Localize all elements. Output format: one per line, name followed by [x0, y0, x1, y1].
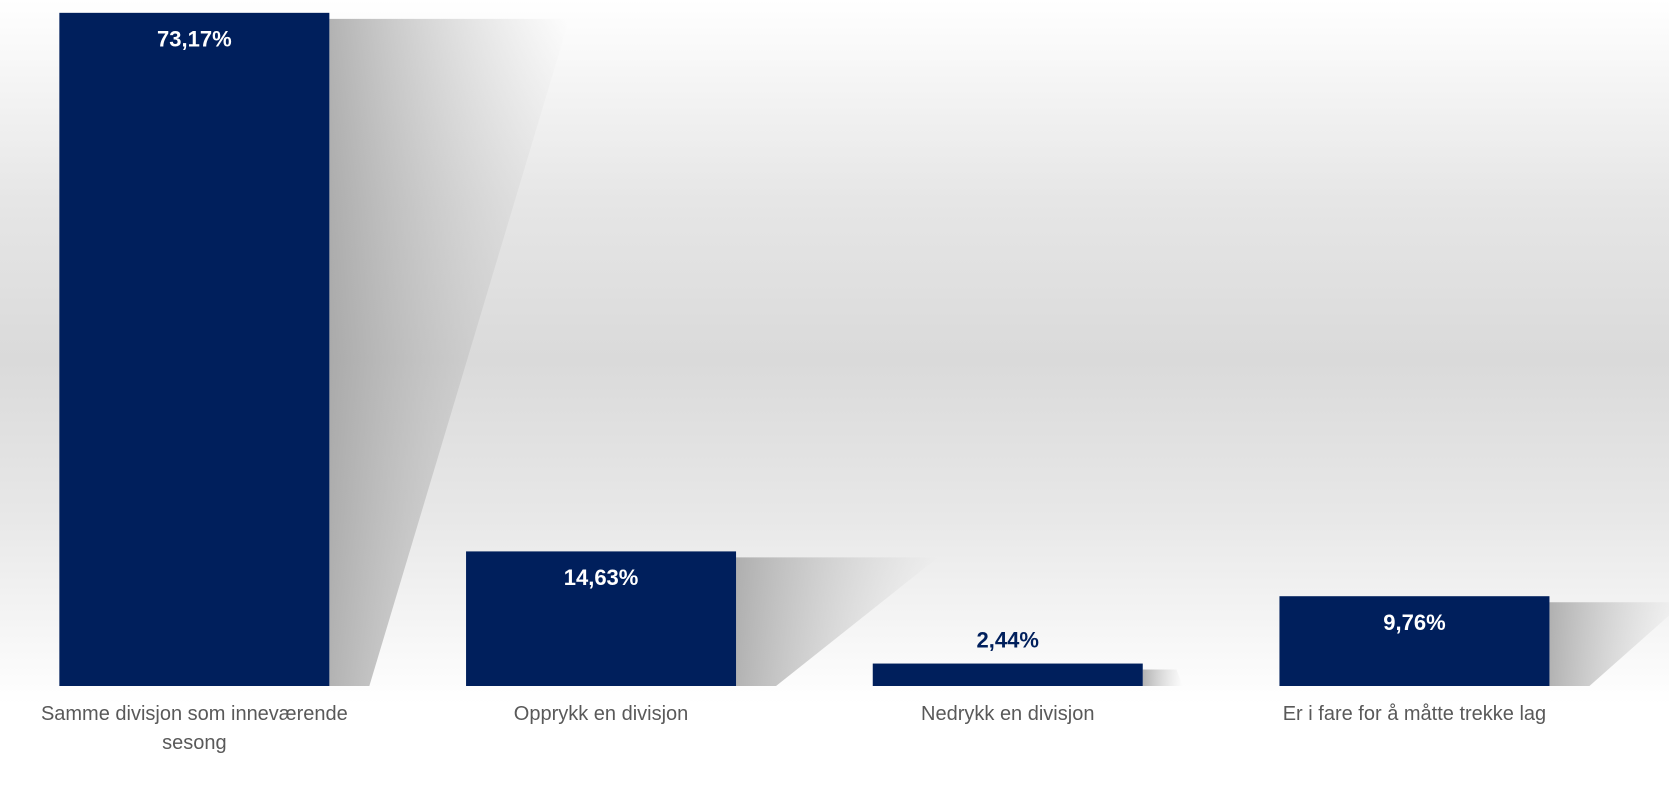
x-tick-label: Nedrykk en divisjon [921, 703, 1095, 725]
value-label: 2,44% [977, 627, 1039, 652]
x-tick-label: Samme divisjon som inneværende sesong [40, 703, 348, 754]
bar-shadow [736, 557, 938, 686]
x-tick-label: Er i fare for å måtte trekke lag [1282, 703, 1547, 725]
value-label: 73,17% [157, 27, 232, 52]
bar-shadow [329, 18, 570, 687]
bar [59, 12, 330, 687]
value-label: 14,63% [564, 565, 639, 590]
x-tick-label: Opprykk en divisjon [513, 703, 689, 725]
bar-shadow [1142, 669, 1183, 686]
bar [1279, 596, 1550, 686]
bar [466, 551, 737, 686]
bar-shadow [1549, 602, 1669, 686]
bar [872, 663, 1143, 686]
value-label: 9,76% [1383, 610, 1445, 635]
